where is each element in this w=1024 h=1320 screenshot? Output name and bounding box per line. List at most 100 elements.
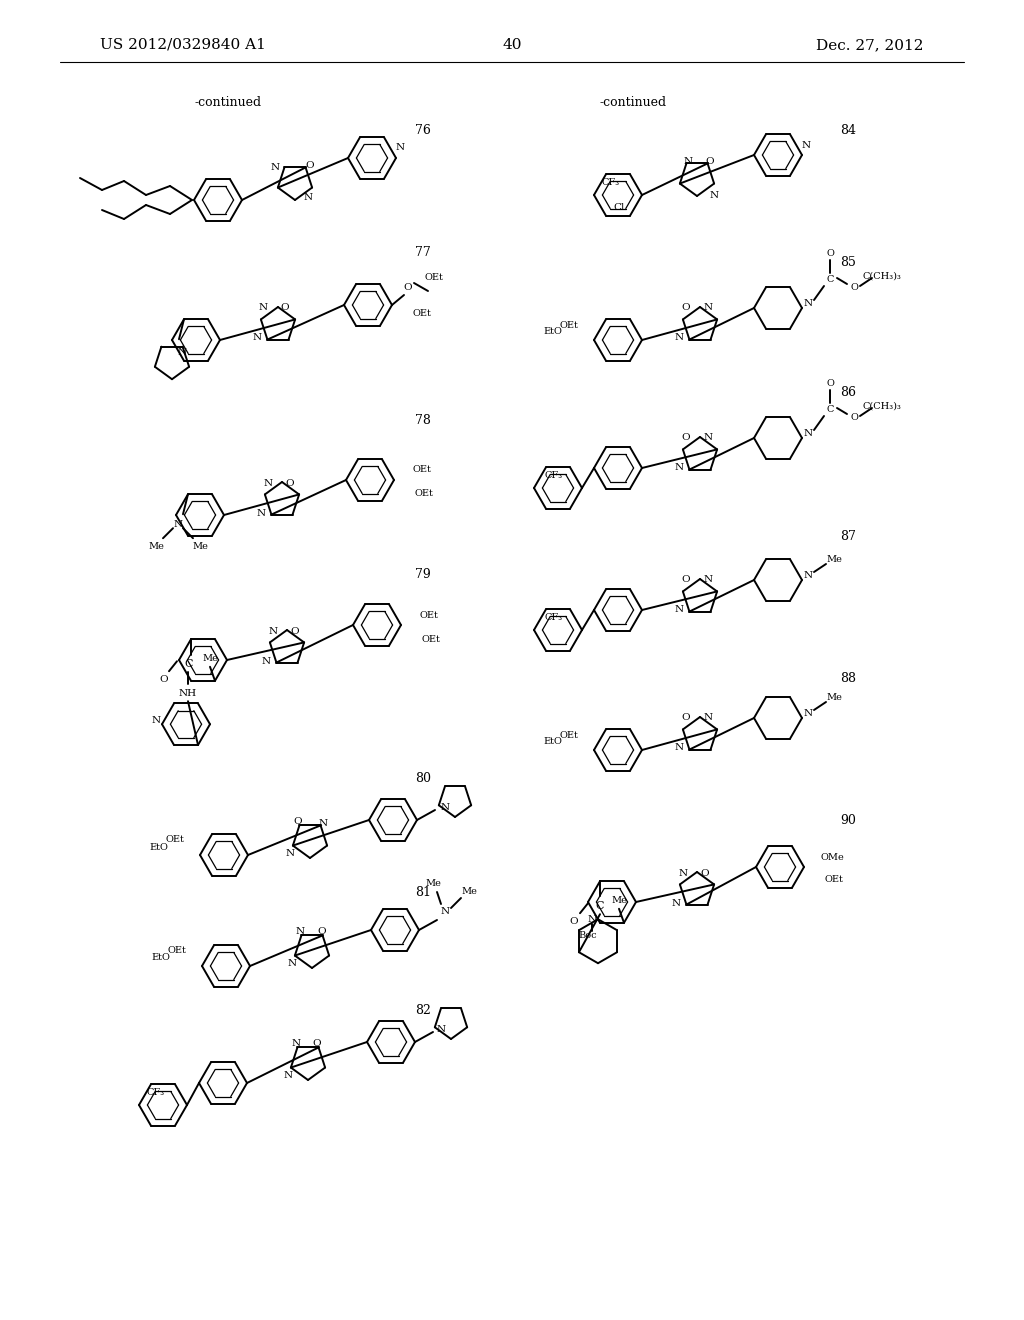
Text: Me: Me: [193, 541, 208, 550]
Text: CF₃: CF₃: [602, 178, 621, 186]
Text: O: O: [850, 284, 858, 293]
Text: N: N: [288, 958, 297, 968]
Text: OEt: OEt: [422, 635, 440, 644]
Text: N: N: [672, 899, 681, 908]
Text: N: N: [703, 576, 713, 585]
Text: CF₃: CF₃: [545, 612, 563, 622]
Text: N: N: [261, 656, 270, 665]
Text: Me: Me: [611, 896, 627, 906]
Text: EtO: EtO: [150, 842, 168, 851]
Text: N: N: [804, 572, 813, 581]
Text: C: C: [826, 276, 834, 285]
Text: N: N: [268, 627, 278, 635]
Text: OEt: OEt: [415, 490, 433, 499]
Text: N: N: [292, 1040, 301, 1048]
Text: 81: 81: [415, 887, 431, 899]
Text: OEt: OEt: [425, 272, 443, 281]
Text: O: O: [312, 1040, 322, 1048]
Text: N: N: [675, 606, 684, 615]
Text: N: N: [703, 304, 713, 313]
Text: EtO: EtO: [152, 953, 170, 962]
Text: N: N: [256, 508, 265, 517]
Text: C: C: [826, 405, 834, 414]
Text: 84: 84: [840, 124, 856, 136]
Text: N: N: [675, 463, 684, 473]
Text: Me: Me: [826, 693, 842, 702]
Text: C: C: [184, 659, 194, 669]
Text: N: N: [804, 429, 813, 438]
Text: N: N: [675, 334, 684, 342]
Text: EtO: EtO: [543, 327, 562, 337]
Text: N: N: [177, 347, 186, 356]
Text: N: N: [286, 850, 295, 858]
Text: Me: Me: [461, 887, 477, 896]
Text: N: N: [675, 743, 684, 752]
Text: N: N: [263, 479, 272, 487]
Text: O: O: [317, 928, 327, 936]
Text: Boc: Boc: [579, 931, 597, 940]
Text: Me: Me: [148, 541, 164, 550]
Text: N: N: [440, 803, 450, 812]
Text: O: O: [682, 304, 690, 313]
Text: OEt: OEt: [165, 834, 184, 843]
Text: C(CH₃)₃: C(CH₃)₃: [862, 272, 901, 281]
Text: N: N: [152, 715, 161, 725]
Text: O: O: [291, 627, 299, 635]
Text: O: O: [403, 282, 413, 292]
Text: O: O: [682, 714, 690, 722]
Text: N: N: [710, 190, 719, 199]
Text: -continued: -continued: [599, 96, 667, 110]
Text: 82: 82: [415, 1003, 431, 1016]
Text: 85: 85: [840, 256, 856, 269]
Text: O: O: [826, 248, 834, 257]
Text: N: N: [703, 714, 713, 722]
Text: O: O: [569, 916, 579, 925]
Text: O: O: [850, 413, 858, 422]
Text: Dec. 27, 2012: Dec. 27, 2012: [816, 38, 924, 51]
Text: 86: 86: [840, 387, 856, 400]
Text: 77: 77: [415, 247, 431, 260]
Text: O: O: [826, 379, 834, 388]
Text: N: N: [804, 300, 813, 309]
Text: 80: 80: [415, 771, 431, 784]
Text: OEt: OEt: [824, 874, 844, 883]
Text: N: N: [440, 908, 450, 916]
Text: 78: 78: [415, 413, 431, 426]
Text: OEt: OEt: [167, 945, 186, 954]
Text: O: O: [286, 479, 294, 487]
Text: C: C: [596, 902, 604, 911]
Text: N: N: [804, 710, 813, 718]
Text: O: O: [294, 817, 302, 826]
Text: O: O: [682, 576, 690, 585]
Text: 76: 76: [415, 124, 431, 136]
Text: NH: NH: [179, 689, 197, 698]
Text: CF₃: CF₃: [146, 1088, 165, 1097]
Text: Me: Me: [826, 556, 842, 565]
Text: OEt: OEt: [420, 610, 438, 619]
Text: O: O: [281, 304, 290, 313]
Text: N: N: [253, 334, 261, 342]
Text: N: N: [303, 194, 312, 202]
Text: 87: 87: [840, 531, 856, 544]
Text: N: N: [588, 915, 597, 924]
Text: C(CH₃)₃: C(CH₃)₃: [862, 401, 901, 411]
Text: N: N: [284, 1071, 293, 1080]
Text: N: N: [436, 1024, 445, 1034]
Text: N: N: [679, 869, 687, 878]
Text: N: N: [802, 140, 811, 149]
Text: EtO: EtO: [543, 738, 562, 747]
Text: N: N: [395, 144, 404, 153]
Text: Me: Me: [202, 655, 218, 663]
Text: 88: 88: [840, 672, 856, 685]
Text: 90: 90: [840, 813, 856, 826]
Text: -continued: -continued: [195, 96, 261, 110]
Text: OEt: OEt: [413, 466, 431, 474]
Text: N: N: [318, 818, 328, 828]
Text: O: O: [306, 161, 314, 170]
Text: OMe: OMe: [820, 853, 844, 862]
Text: O: O: [700, 869, 710, 878]
Text: O: O: [160, 675, 168, 684]
Text: O: O: [682, 433, 690, 442]
Text: O: O: [706, 157, 715, 165]
Text: Cl: Cl: [613, 203, 625, 213]
